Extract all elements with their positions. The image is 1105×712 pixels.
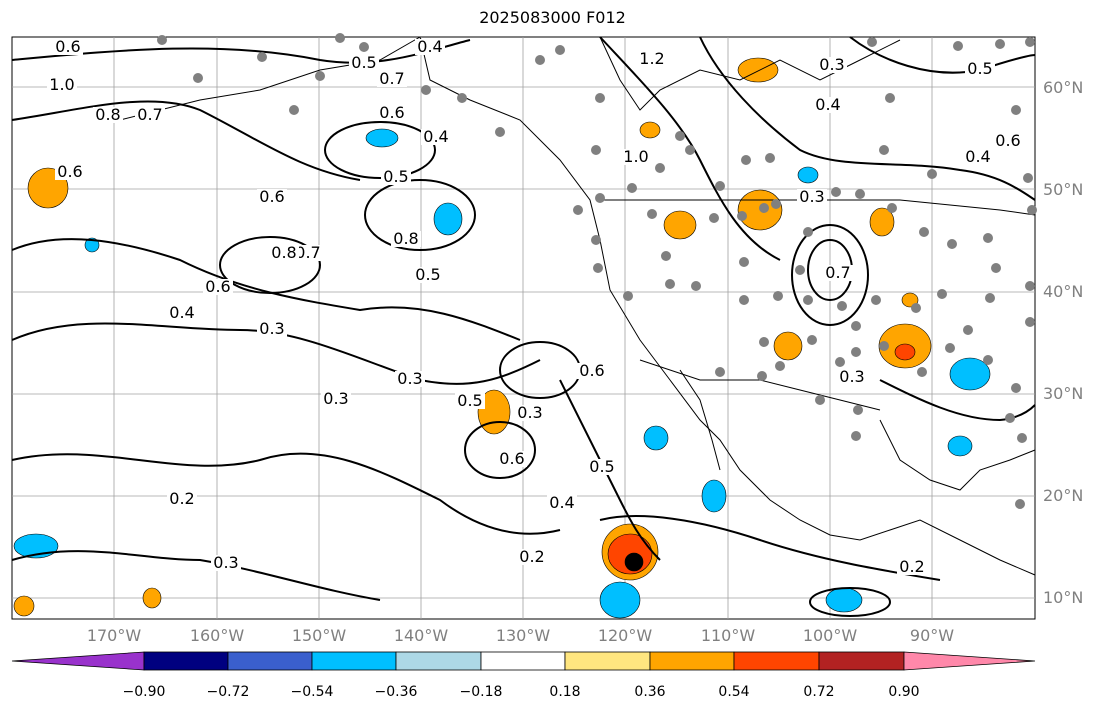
colorbar-segment (818, 651, 905, 671)
longitude-label: 100°W (802, 626, 858, 645)
negative-region (365, 128, 399, 148)
positive-region (869, 207, 895, 237)
colorbar-segment (311, 651, 397, 671)
colorbar-tick-label: 0.72 (803, 684, 835, 700)
latitude-label: 60°N (1043, 78, 1084, 97)
longitude-label: 170°W (86, 626, 142, 645)
station-dots (157, 33, 1037, 509)
positive-region (663, 210, 697, 240)
colorbar-tick-label: −0.18 (459, 684, 503, 700)
colorbar-tick-label: −0.72 (206, 684, 250, 700)
gulf-coast-outline (879, 419, 1036, 491)
positive-region (142, 587, 162, 609)
longitude-label: 90°W (909, 626, 955, 645)
colorbar-segment (143, 651, 229, 671)
colorbar-segment (903, 651, 1036, 671)
negative-region (599, 581, 641, 619)
positive-region (773, 331, 803, 361)
positive-region (27, 167, 69, 209)
colorbar-tick-label: 0.54 (718, 684, 750, 700)
positive-region (894, 343, 916, 361)
baja-outline (679, 369, 721, 471)
colorbar-segment (564, 651, 651, 671)
contour-lines (11, 36, 1036, 617)
longitude-label: 140°W (393, 626, 449, 645)
colorbar-segment (227, 651, 313, 671)
longitude-label: 130°W (495, 626, 551, 645)
latitude-label: 10°N (1043, 588, 1084, 607)
longitude-label: 150°W (291, 626, 347, 645)
negative-region (643, 425, 669, 451)
longitude-label: 120°W (597, 626, 653, 645)
positive-region (13, 595, 35, 617)
colorbar-tick-label: −0.54 (290, 684, 334, 700)
negative-region (825, 587, 863, 613)
us-mexico-border (639, 359, 881, 411)
colorbar-tick-label: −0.36 (374, 684, 418, 700)
latitude-label: 20°N (1043, 486, 1084, 505)
colorbar-tick-label: 0.18 (549, 684, 581, 700)
plot-title: 2025083000 F012 (479, 8, 626, 27)
graticule (12, 37, 1035, 619)
positive-region (639, 121, 661, 139)
negative-region (701, 479, 727, 513)
coastlines (119, 36, 1036, 576)
shading-regions (13, 57, 991, 619)
us-canada-border (600, 199, 1036, 216)
colorbar-tick-label: 0.90 (888, 684, 920, 700)
longitude-label: 160°W (189, 626, 245, 645)
west-coast-outline (419, 36, 1036, 576)
colorbar-segment (11, 651, 145, 671)
colorbar (11, 651, 1036, 671)
colorbar-segment (480, 651, 566, 671)
latitude-label: 50°N (1043, 180, 1084, 199)
colorbar-segment (733, 651, 820, 671)
colorbar-tick-label: 0.36 (634, 684, 666, 700)
negative-region (797, 166, 819, 184)
colorbar-tick-label: −0.90 (122, 684, 166, 700)
negative-region (433, 202, 463, 236)
colorbar-segment (649, 651, 735, 671)
positive-region (477, 389, 511, 435)
latitude-label: 30°N (1043, 384, 1084, 403)
negative-region (949, 357, 991, 391)
map-frame (11, 36, 1036, 620)
negative-region (947, 435, 973, 457)
colorbar-segment (395, 651, 482, 671)
storm-core (624, 552, 644, 572)
longitude-label: 110°W (700, 626, 756, 645)
latitude-label: 40°N (1043, 282, 1084, 301)
aleutians-outline (119, 36, 421, 121)
